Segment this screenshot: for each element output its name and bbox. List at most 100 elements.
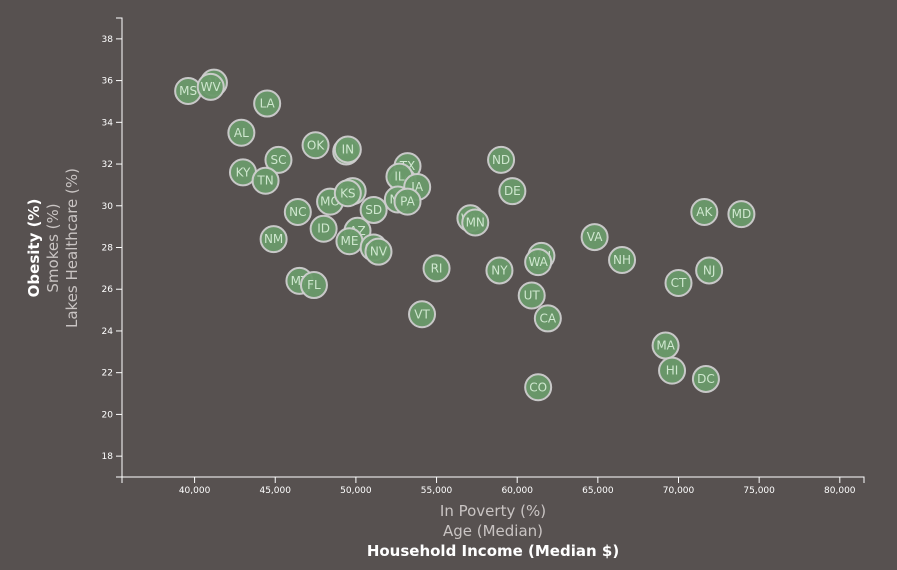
y-tick-label: 24 — [102, 327, 114, 337]
state-marker[interactable] — [727, 200, 756, 229]
state-point-pa[interactable]: PA — [393, 187, 422, 216]
state-marker[interactable] — [691, 364, 720, 393]
state-point-ca[interactable]: CA — [533, 304, 562, 333]
state-point-nm[interactable]: NM — [259, 225, 288, 254]
y-axis-title-smokes[interactable]: Smokes (%) — [44, 203, 62, 292]
state-marker[interactable] — [259, 225, 288, 254]
state-point-wv[interactable]: WV — [196, 72, 225, 101]
state-point-de[interactable]: DE — [498, 177, 527, 206]
state-point-la[interactable]: LA — [253, 89, 282, 118]
state-point-in[interactable]: IN — [333, 135, 362, 164]
state-marker[interactable] — [309, 214, 338, 243]
state-point-md[interactable]: MD — [727, 200, 756, 229]
state-marker[interactable] — [695, 256, 724, 285]
state-marker[interactable] — [658, 356, 687, 385]
state-marker[interactable] — [498, 177, 527, 206]
state-marker[interactable] — [461, 208, 490, 237]
data-points: MSARWVLAALOKOHINSCKYTNNDTXDEMOMIKSWIILIA… — [174, 68, 756, 402]
state-point-me[interactable]: ME — [335, 227, 364, 256]
state-point-vt[interactable]: VT — [408, 300, 437, 329]
y-tick-label: 38 — [102, 35, 114, 45]
x-axis: 40,000 45,000 50,000 55,000 60,000 65,000 70,0… — [121, 476, 865, 496]
y-axis-title-obesity[interactable]: Obesity (%) — [25, 199, 43, 298]
state-point-ny[interactable]: NY — [485, 256, 514, 285]
y-tick-label: 32 — [102, 160, 113, 170]
state-marker[interactable] — [333, 135, 362, 164]
x-axis-title-poverty[interactable]: In Poverty (%) — [440, 502, 546, 520]
state-marker[interactable] — [664, 268, 693, 297]
state-point-tn[interactable]: TN — [251, 166, 280, 195]
state-point-al[interactable]: AL — [227, 118, 256, 147]
state-marker[interactable] — [301, 131, 330, 160]
state-point-id[interactable]: ID — [309, 214, 338, 243]
x-tick-label: 45,000 — [259, 486, 291, 496]
state-marker[interactable] — [251, 166, 280, 195]
x-tick-label: 55,000 — [421, 486, 453, 496]
y-tick-label: 22 — [102, 369, 113, 379]
state-point-ri[interactable]: RI — [422, 254, 451, 283]
state-point-nv[interactable]: NV — [364, 237, 393, 266]
state-marker[interactable] — [485, 256, 514, 285]
state-point-ok[interactable]: OK — [301, 131, 330, 160]
state-marker[interactable] — [196, 72, 225, 101]
x-tick-label: 50,000 — [340, 486, 372, 496]
x-tick-label: 75,000 — [743, 486, 775, 496]
y-tick-label: 34 — [102, 118, 114, 128]
state-point-nj[interactable]: NJ — [695, 256, 724, 285]
state-marker[interactable] — [517, 281, 546, 310]
state-marker[interactable] — [524, 248, 553, 277]
state-marker[interactable] — [253, 89, 282, 118]
state-point-nc[interactable]: NC — [283, 198, 312, 227]
state-marker[interactable] — [227, 118, 256, 147]
x-axis-title-income[interactable]: Household Income (Median $) — [367, 542, 619, 560]
state-point-ut[interactable]: UT — [517, 281, 546, 310]
state-marker[interactable] — [299, 271, 328, 300]
state-point-co[interactable]: CO — [524, 373, 553, 402]
state-marker[interactable] — [283, 198, 312, 227]
state-point-ma[interactable]: MA — [651, 331, 680, 360]
y-tick-label: 26 — [102, 285, 114, 295]
state-point-nh[interactable]: NH — [608, 246, 637, 275]
state-point-va[interactable]: VA — [580, 223, 609, 252]
state-marker[interactable] — [364, 237, 393, 266]
y-tick-label: 18 — [102, 452, 114, 462]
state-point-fl[interactable]: FL — [299, 271, 328, 300]
state-point-ak[interactable]: AK — [690, 198, 719, 227]
state-point-ms[interactable]: MS — [174, 77, 203, 106]
state-marker[interactable] — [335, 227, 364, 256]
state-marker[interactable] — [333, 179, 362, 208]
state-point-ct[interactable]: CT — [664, 268, 693, 297]
state-marker[interactable] — [487, 145, 516, 174]
state-point-dc[interactable]: DC — [691, 364, 720, 393]
state-point-wa[interactable]: WA — [524, 248, 553, 277]
state-marker[interactable] — [651, 331, 680, 360]
x-tick-label: 80,000 — [824, 486, 856, 496]
x-tick-label: 70,000 — [663, 486, 695, 496]
state-marker[interactable] — [580, 223, 609, 252]
y-tick-label: 20 — [102, 410, 114, 420]
state-marker[interactable] — [533, 304, 562, 333]
state-marker[interactable] — [422, 254, 451, 283]
x-axis-line — [121, 476, 865, 483]
state-marker[interactable] — [264, 145, 293, 174]
y-tick-label: 30 — [102, 202, 114, 212]
state-marker[interactable] — [393, 187, 422, 216]
state-marker[interactable] — [174, 77, 203, 106]
state-marker[interactable] — [408, 300, 437, 329]
x-axis-title-age[interactable]: Age (Median) — [443, 522, 543, 540]
y-axis-titles: Obesity (%) Smokes (%) Lakes Healthcare … — [25, 168, 81, 328]
state-marker[interactable] — [690, 198, 719, 227]
x-axis-titles: In Poverty (%) Age (Median) Household In… — [367, 502, 619, 560]
state-point-mn[interactable]: MN — [461, 208, 490, 237]
state-point-nd[interactable]: ND — [487, 145, 516, 174]
x-tick-label: 40,000 — [179, 486, 211, 496]
state-marker[interactable] — [359, 195, 388, 224]
state-marker[interactable] — [608, 246, 637, 275]
state-marker[interactable] — [524, 373, 553, 402]
x-tick-label: 65,000 — [582, 486, 614, 496]
state-point-ks[interactable]: KS — [333, 179, 362, 208]
y-axis-title-healthcare[interactable]: Lakes Healthcare (%) — [63, 168, 81, 328]
y-axis: 18 20 22 24 26 28 30 32 34 36 38 — [102, 17, 123, 478]
state-point-hi[interactable]: HI — [658, 356, 687, 385]
